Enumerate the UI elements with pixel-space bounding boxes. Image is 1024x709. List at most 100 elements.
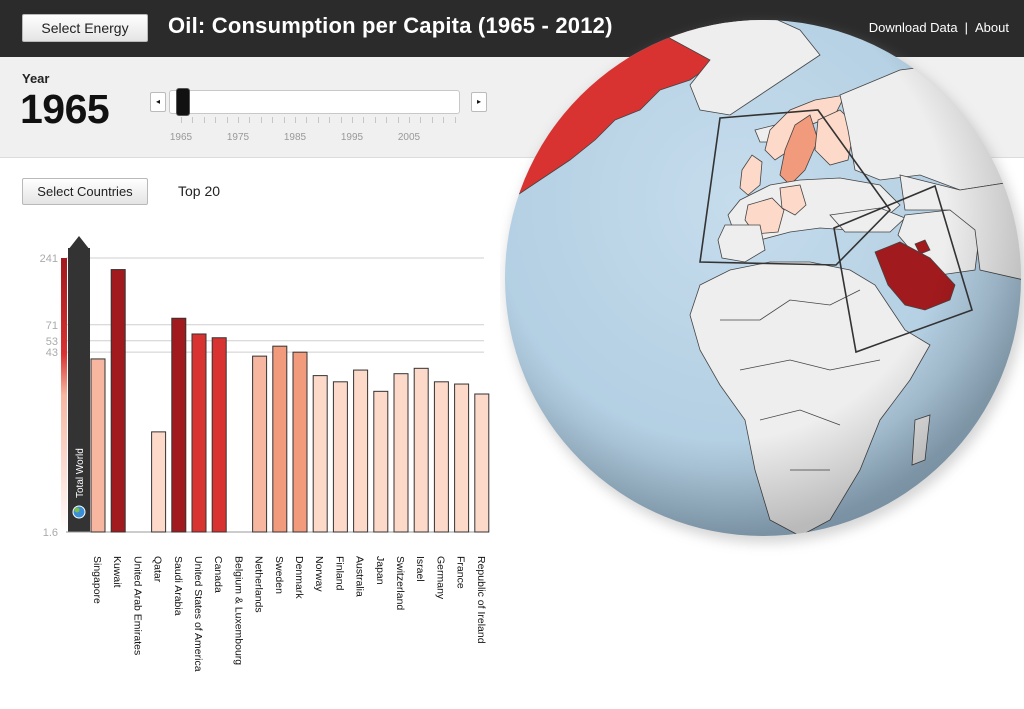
- y-tick-label: 241: [40, 253, 58, 265]
- slider-tick: [443, 117, 445, 123]
- slider-tick: [283, 117, 285, 123]
- x-tick-label: Kuwait: [111, 556, 123, 588]
- x-tick-label: Sweden: [273, 556, 285, 594]
- caret-left-icon[interactable]: ◂: [150, 92, 166, 112]
- slider-tick: [363, 117, 365, 123]
- x-tick-label: Israel: [414, 556, 426, 582]
- slider-tick: [215, 117, 217, 123]
- year-tick-label: 1965: [169, 132, 193, 143]
- globe-shading: [505, 20, 1021, 536]
- top-20-label: Top 20: [178, 183, 221, 199]
- bar-netherlands[interactable]: [252, 355, 268, 533]
- x-tick-label: Qatar: [152, 556, 164, 583]
- bar-united-states-of-america[interactable]: [191, 333, 207, 533]
- slider-tick: [238, 117, 239, 123]
- x-tick-label: Saudi Arabia: [172, 556, 184, 616]
- slider-tick: [420, 117, 422, 123]
- bar-canada[interactable]: [211, 337, 227, 533]
- page-title: Oil: Consumption per Capita (1965 - 2012…: [168, 13, 613, 38]
- x-tick-label: Norway: [313, 556, 325, 592]
- select-countries-button[interactable]: Select Countries: [22, 178, 148, 205]
- year-slider-ticks: [170, 117, 460, 129]
- slider-tick: [226, 117, 228, 123]
- bar-finland[interactable]: [332, 381, 348, 533]
- year-tick-label: 2005: [397, 132, 421, 143]
- bar-australia[interactable]: [353, 369, 369, 533]
- slider-tick: [386, 117, 388, 123]
- x-tick-label: Belgium & Luxembourg: [232, 556, 244, 665]
- bar-sweden[interactable]: [272, 345, 288, 533]
- slider-tick: [192, 117, 194, 123]
- bar-kuwait[interactable]: [110, 269, 126, 533]
- year-tick-label: 1995: [340, 132, 364, 143]
- slider-tick: [272, 117, 274, 123]
- total-world-arrow: [68, 236, 90, 250]
- year-slider-handle[interactable]: [176, 88, 190, 116]
- x-tick-label: United States of America: [192, 556, 204, 672]
- link-separator: |: [964, 20, 969, 35]
- slider-tick: [397, 117, 399, 123]
- x-tick-label: Singapore: [91, 556, 103, 604]
- year-tick-label: 1975: [226, 132, 250, 143]
- x-tick-label: France: [455, 556, 467, 589]
- caret-right-icon[interactable]: ▸: [471, 92, 487, 112]
- bar-france[interactable]: [454, 383, 470, 533]
- slider-tick: [329, 117, 331, 123]
- y-tick-label: 53: [46, 336, 58, 348]
- slider-tick: [454, 117, 456, 123]
- select-energy-button[interactable]: Select Energy: [22, 14, 148, 42]
- header-links: Download Data | About: [869, 20, 1009, 35]
- x-tick-label: Netherlands: [253, 556, 265, 613]
- slider-tick: [431, 117, 433, 123]
- year-slider-track[interactable]: [169, 90, 460, 114]
- bar-switzerland[interactable]: [393, 373, 409, 533]
- year-tick-label: 1985: [283, 132, 307, 143]
- x-tick-label: Denmark: [293, 556, 305, 599]
- total-world-label: Total World: [75, 448, 86, 498]
- y-tick-label: 1.6: [43, 527, 58, 539]
- year-value: 1965: [20, 86, 110, 132]
- x-tick-label: Switzerland: [394, 556, 406, 610]
- y-tick-label: 43: [46, 347, 58, 359]
- slider-tick: [260, 117, 262, 123]
- bar-saudi-arabia[interactable]: [171, 317, 187, 533]
- slider-tick: [409, 117, 410, 123]
- header-bar: Select Energy Oil: Consumption per Capit…: [0, 0, 1024, 57]
- slider-tick: [203, 117, 205, 123]
- total-world-bar[interactable]: [68, 248, 90, 532]
- color-scale: [61, 258, 67, 532]
- y-tick-label: 71: [46, 320, 58, 332]
- slider-tick: [306, 117, 308, 123]
- x-tick-label: Canada: [212, 556, 224, 593]
- x-tick-label: Republic of Ireland: [475, 556, 487, 644]
- x-tick-label: Germany: [434, 556, 446, 600]
- slider-tick: [317, 117, 319, 123]
- bar-denmark[interactable]: [292, 351, 308, 533]
- world-globe[interactable]: [500, 0, 1024, 560]
- year-label: Year: [22, 71, 50, 86]
- slider-tick: [374, 117, 376, 123]
- slider-tick: [181, 117, 182, 123]
- bar-norway[interactable]: [312, 375, 328, 533]
- x-tick-label: Finland: [333, 556, 345, 591]
- slider-tick: [295, 117, 296, 123]
- bar-qatar[interactable]: [151, 431, 167, 533]
- about-link[interactable]: About: [975, 20, 1009, 35]
- slider-tick: [249, 117, 251, 123]
- x-tick-label: Australia: [354, 556, 366, 597]
- bar-germany[interactable]: [433, 381, 449, 533]
- zoom-box-arabia[interactable]: [833, 184, 973, 354]
- zoom-box-europe[interactable]: [699, 109, 892, 266]
- slider-tick: [340, 117, 342, 123]
- x-tick-label: Japan: [374, 556, 386, 585]
- bar-japan[interactable]: [373, 390, 389, 533]
- bar-singapore[interactable]: [90, 358, 106, 533]
- bar-republic-of-ireland[interactable]: [474, 393, 490, 533]
- download-data-link[interactable]: Download Data: [868, 20, 958, 35]
- slider-tick: [352, 117, 353, 123]
- bar-israel[interactable]: [413, 367, 429, 533]
- x-tick-label: United Arab Emirates: [131, 556, 143, 655]
- globe-icon: [72, 505, 86, 519]
- globe-icon-land: [74, 507, 80, 513]
